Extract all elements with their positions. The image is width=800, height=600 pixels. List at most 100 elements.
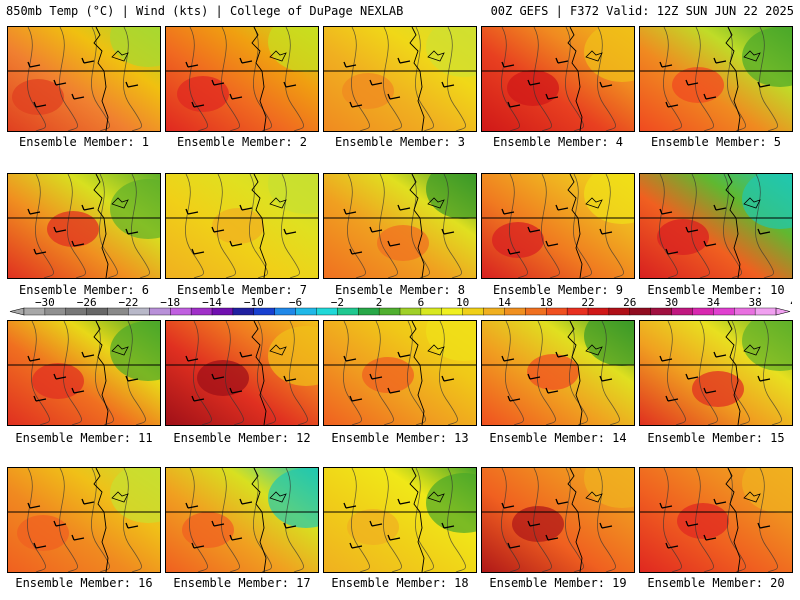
ensemble-map-10 (639, 173, 793, 279)
colorbar-tick-label: 42 (790, 296, 792, 309)
ensemble-member-label: Ensemble Member: 15 (647, 431, 785, 445)
colorbar-swatch (44, 307, 67, 316)
colorbar-swatch (128, 307, 150, 316)
colorbar-swatch (587, 307, 610, 316)
ensemble-map-14 (481, 320, 635, 426)
colorbar-swatch (566, 307, 589, 316)
colorbar-swatch (23, 307, 46, 316)
colorbar-tick-label: −26 (77, 296, 97, 309)
colorbar-tick-label: 34 (707, 296, 721, 309)
ensemble-member-label: Ensemble Member: 11 (15, 431, 153, 445)
colorbar-tick-label: −10 (244, 296, 264, 309)
colorbar-tick-label: −6 (289, 296, 302, 309)
colorbar-swatch (504, 307, 526, 316)
colorbar-swatch (692, 307, 714, 316)
ensemble-map-16 (7, 467, 161, 573)
ensemble-map-7 (165, 173, 319, 279)
colorbar-swatch (420, 307, 443, 316)
colorbar-swatch (253, 307, 276, 316)
colorbar-swatch (274, 307, 297, 316)
ensemble-map-12 (165, 320, 319, 426)
colorbar-left-arrow (9, 307, 25, 316)
colorbar-tick-label: 2 (376, 296, 383, 309)
colorbar-swatch (650, 307, 673, 316)
ensemble-map-17 (165, 467, 319, 573)
colorbar-tick-label: 10 (456, 296, 469, 309)
ensemble-map-4 (481, 26, 635, 132)
ensemble-member-label: Ensemble Member: 19 (489, 576, 627, 590)
ensemble-map-15 (639, 320, 793, 426)
colorbar-swatch (525, 307, 547, 316)
colorbar-swatch (358, 307, 380, 316)
colorbar-tick-label: 18 (540, 296, 553, 309)
ensemble-member-label: Ensemble Member: 7 (176, 283, 308, 297)
colorbar-swatch (232, 307, 255, 316)
ensemble-map-2 (165, 26, 319, 132)
ensemble-member-label: Ensemble Member: 16 (15, 576, 153, 590)
ensemble-member-label: Ensemble Member: 17 (173, 576, 311, 590)
ensemble-member-label: Ensemble Member: 10 (647, 283, 785, 297)
ensemble-member-label: Ensemble Member: 12 (173, 431, 311, 445)
colorbar-swatch (337, 307, 359, 316)
colorbar-tick-label: 38 (748, 296, 761, 309)
ensemble-member-label: Ensemble Member: 2 (176, 135, 308, 149)
temperature-colorbar: −30 −26 −22 −18 −14 −10 −6 −2 2 6 10 14 18 22 26 30 34 38… (9, 296, 792, 316)
ensemble-member-label: Ensemble Member: 1 (18, 135, 150, 149)
colorbar-swatch (754, 307, 777, 316)
colorbar-swatch (671, 307, 693, 316)
colorbar-swatch (316, 307, 338, 316)
colorbar-swatch (483, 307, 505, 316)
ensemble-map-5 (639, 26, 793, 132)
colorbar-right-arrow (775, 307, 791, 316)
ensemble-map-8 (323, 173, 477, 279)
colorbar-swatch (608, 307, 631, 316)
ensemble-map-18 (323, 467, 477, 573)
ensemble-member-label: Ensemble Member: 20 (647, 576, 785, 590)
colorbar-swatch (295, 307, 317, 316)
colorbar-tick-label: −2 (331, 296, 344, 309)
ensemble-member-label: Ensemble Member: 3 (334, 135, 466, 149)
model-valid-time: 00Z GEFS | F372 Valid: 12Z SUN JUN 22 20… (490, 4, 794, 18)
colorbar-swatch (462, 307, 485, 316)
colorbar-swatch (170, 307, 192, 316)
colorbar-swatch (378, 307, 401, 316)
ensemble-map-19 (481, 467, 635, 573)
colorbar-tick-label: −18 (160, 296, 180, 309)
ensemble-map-13 (323, 320, 477, 426)
colorbar-swatch (65, 307, 88, 316)
colorbar-swatch (546, 307, 568, 316)
colorbar-tick-label: 14 (498, 296, 512, 309)
ensemble-member-label: Ensemble Member: 18 (331, 576, 469, 590)
map-title: 850mb Temp (°C) | Wind (kts) | College o… (6, 4, 404, 18)
colorbar-swatch (629, 307, 652, 316)
colorbar-swatch (441, 307, 464, 316)
ensemble-member-label: Ensemble Member: 8 (334, 283, 466, 297)
colorbar-tick-label: −30 (35, 296, 55, 309)
colorbar-swatch (149, 307, 171, 316)
ensemble-member-label: Ensemble Member: 6 (18, 283, 150, 297)
ensemble-member-label: Ensemble Member: 14 (489, 431, 627, 445)
ensemble-member-label: Ensemble Member: 13 (331, 431, 469, 445)
ensemble-map-1 (7, 26, 161, 132)
ensemble-map-20 (639, 467, 793, 573)
ensemble-member-label: Ensemble Member: 9 (492, 283, 624, 297)
colorbar-swatch (211, 307, 234, 316)
colorbar-tick-label: −22 (119, 296, 139, 309)
colorbar-tick-label: 22 (581, 296, 594, 309)
colorbar-tick-label: 30 (665, 296, 678, 309)
colorbar-swatch (107, 307, 129, 316)
ensemble-member-label: Ensemble Member: 5 (650, 135, 782, 149)
ensemble-map-3 (323, 26, 477, 132)
ensemble-map-9 (481, 173, 635, 279)
colorbar-tick-label: −14 (202, 296, 222, 309)
colorbar-swatch (190, 307, 213, 316)
colorbar-swatch (86, 307, 109, 316)
ensemble-member-label: Ensemble Member: 4 (492, 135, 624, 149)
colorbar-swatch (713, 307, 735, 316)
colorbar-swatch (734, 307, 756, 316)
colorbar-swatch (399, 307, 422, 316)
ensemble-map-11 (7, 320, 161, 426)
colorbar-tick-label: 26 (623, 296, 636, 309)
ensemble-map-6 (7, 173, 161, 279)
colorbar-tick-label: 6 (418, 296, 425, 309)
